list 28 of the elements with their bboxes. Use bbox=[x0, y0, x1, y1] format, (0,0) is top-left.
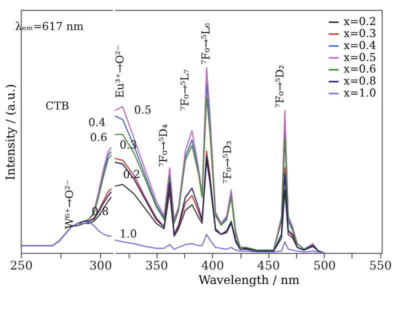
legend-label: x=0.2 bbox=[344, 15, 376, 28]
text: ⁷F₀→⁵L₆ bbox=[200, 22, 213, 64]
legend-label: x=1.0 bbox=[344, 86, 376, 100]
annotation: W⁶⁺→O²⁻ bbox=[62, 179, 76, 230]
x-tick-label: 500 bbox=[313, 258, 336, 272]
annotation: 0.5 bbox=[134, 103, 152, 116]
annotation: ⁷F₀→⁵D₄ bbox=[157, 123, 170, 167]
x-axis-title: Wavelength / nm bbox=[198, 273, 300, 288]
legend-label: x=0.3 bbox=[344, 27, 376, 40]
x-tick-label: 550 bbox=[369, 258, 392, 272]
legend-label: x=0.8 bbox=[344, 74, 376, 88]
x-tick-label: 250 bbox=[10, 258, 33, 272]
x-tick-label: 400 bbox=[201, 258, 224, 272]
annotation: ⁷F₀→⁵D₃ bbox=[220, 140, 234, 184]
x-tick-label: 350 bbox=[145, 258, 168, 272]
legend-label: x=0.5 bbox=[344, 50, 376, 64]
text: 0.6 bbox=[90, 130, 108, 144]
y-axis-title: Intensity / (a.u.) bbox=[3, 84, 18, 180]
text: 0.4 bbox=[88, 116, 106, 130]
annotation: Eu³⁺→O²⁻ bbox=[113, 44, 126, 98]
annotation: ⁷F₀→⁵D₂ bbox=[273, 64, 286, 108]
annotation: ⁷F₀→⁵L₇ bbox=[178, 68, 192, 111]
legend-label: x=0.4 bbox=[344, 38, 376, 52]
annotation: 1.0 bbox=[120, 227, 138, 240]
legend-label: x=0.6 bbox=[344, 62, 376, 76]
x-tick-label: 300 bbox=[89, 258, 112, 272]
text: CTB bbox=[46, 99, 70, 112]
x-tick-label: 450 bbox=[257, 258, 280, 272]
